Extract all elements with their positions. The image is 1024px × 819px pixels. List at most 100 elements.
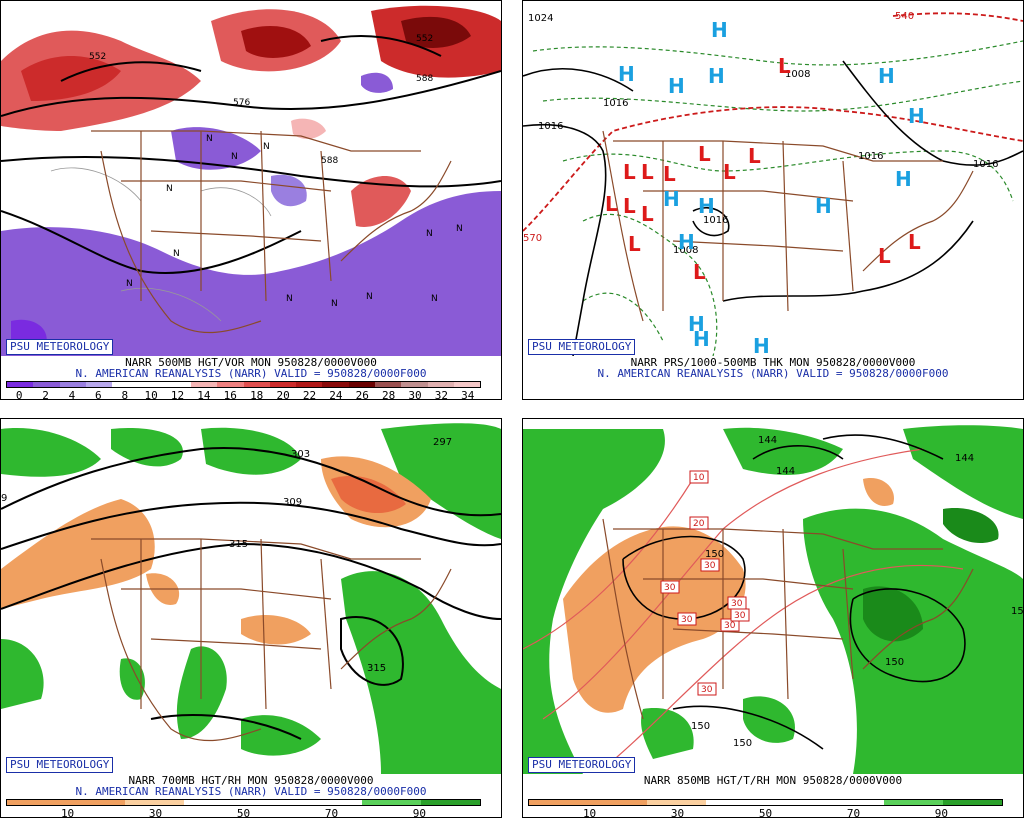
map-500mb: 552 576 588 588 552 N N N N N N N N N N N N (1, 1, 501, 356)
svg-text:H: H (895, 167, 912, 191)
colorbar-swatch (420, 800, 480, 805)
political-boundaries (91, 538, 452, 742)
contour-label: 588 (321, 156, 338, 166)
negative-vorticity-region (271, 174, 307, 207)
colorbar-tick-label: 20 (276, 389, 290, 400)
colorbar-swatch (374, 382, 402, 387)
temperature-label: 30 (664, 583, 676, 593)
svg-text:N: N (431, 294, 438, 304)
colorbar-swatch (217, 382, 244, 387)
vorticity-max-core (241, 26, 311, 58)
colorbar-tick-label: 16 (223, 389, 237, 400)
colorbar-tick-label: 30 (148, 807, 163, 818)
colorbar (528, 799, 1003, 806)
contour-label: 552 (89, 52, 106, 62)
svg-text:N: N (206, 134, 213, 144)
isobar-labels: 1024 1016 1016 1016 1008 1016 1008 1016 … (523, 11, 998, 256)
svg-text:H: H (678, 230, 695, 254)
svg-text:N: N (366, 292, 373, 302)
svg-text:L: L (623, 160, 636, 184)
contour-label: 297 (433, 437, 452, 448)
colorbar (6, 381, 481, 388)
temperature-label: 30 (704, 561, 716, 571)
colorbar-swatch (112, 382, 139, 387)
colorbar-swatch (296, 382, 323, 387)
svg-text:L: L (698, 142, 711, 166)
svg-text:L: L (628, 232, 641, 256)
thickness-label: 570 (523, 233, 542, 244)
contour-label: 150 (733, 738, 752, 749)
vorticity-max-core (401, 16, 471, 48)
psu-meteorology-badge: PSU METEOROLOGY (528, 757, 636, 773)
temperature-label: 30 (681, 615, 693, 625)
temperature-label: 10 (693, 473, 705, 483)
panel-subtitle: N. AMERICAN REANALYSIS (NARR) VALID = 95… (75, 785, 427, 798)
contour-label: 552 (416, 34, 433, 44)
colorbar-swatch (588, 800, 648, 805)
colorbar-swatch (125, 800, 185, 805)
negative-vorticity-region (171, 127, 261, 170)
colorbar-tick-label: 10 (582, 807, 597, 818)
panel-700mb-rh: 303 309 315 315 297 9 PSU METEOROLOGY NA… (0, 418, 502, 818)
colorbar-tick-label: 50 (236, 807, 251, 818)
colorbar-swatch (164, 382, 191, 387)
colorbar-tick-label: 10 (60, 807, 75, 818)
svg-text:H: H (618, 62, 635, 86)
political-boundaries (91, 130, 452, 334)
panel-subtitle: N. AMERICAN REANALYSIS (NARR) VALID = 95… (597, 367, 949, 380)
colorbar-ticks: 10 30 50 70 90 (528, 807, 1003, 818)
svg-text:H: H (688, 312, 705, 336)
colorbar-swatch (348, 382, 375, 387)
map-700mb: 303 309 315 315 297 9 (1, 419, 501, 774)
negative-vorticity-region (1, 191, 501, 356)
contour-label: 150 (705, 549, 724, 560)
height-labels: 303 309 315 315 297 9 (1, 437, 452, 674)
colorbar-tick-label: 22 (302, 389, 317, 400)
colorbar-tick-label: 12 (170, 389, 185, 400)
panel-title: NARR 700MB HGT/RH MON 950828/0000V000 (128, 774, 374, 787)
colorbar-tick-label: 32 (434, 389, 449, 400)
temperature-label: 30 (731, 599, 743, 609)
psu-meteorology-badge: PSU METEOROLOGY (6, 339, 114, 355)
colorbar-swatch (138, 382, 165, 387)
svg-text:N: N (126, 279, 133, 289)
colorbar-tick-label: 24 (329, 389, 343, 400)
contour-label: 588 (416, 74, 433, 84)
panel-title: NARR 850MB HGT/T/RH MON 950828/0000V000 (643, 774, 903, 787)
colorbar-swatch (59, 382, 86, 387)
contour-label: 15 (1011, 606, 1023, 617)
colorbar-swatch (401, 382, 428, 387)
colorbar-swatch (66, 800, 126, 805)
svg-text:H: H (693, 327, 710, 351)
colorbar-tick-label: 2 (42, 389, 49, 400)
thickness-label: 540 (895, 11, 914, 22)
colorbar-swatch (7, 800, 67, 805)
high-rh-regions (523, 425, 1023, 774)
svg-text:N: N (331, 299, 338, 309)
contour-label: 9 (1, 493, 7, 504)
isobars (523, 60, 1023, 356)
svg-text:L: L (641, 160, 654, 184)
isobar-label: 1016 (858, 151, 883, 162)
contour-label: 309 (283, 497, 302, 508)
colorbar-swatch (883, 800, 943, 805)
colorbar-swatch (302, 800, 362, 805)
colorbar-ticks: 0 2 4 6 8 10 12 14 16 18 20 22 24 26 28 30 32 34 (6, 389, 481, 400)
negative-vorticity-region (361, 72, 393, 93)
vorticity-weak-region (291, 118, 326, 139)
svg-text:N: N (231, 152, 238, 162)
colorbar-tick-label: 4 (68, 389, 76, 400)
colorbar-tick-label: 30 (408, 389, 422, 400)
colorbar-tick-label: 90 (934, 807, 949, 818)
colorbar-ticks: 10 30 50 70 90 (6, 807, 481, 818)
colorbar-swatch (647, 800, 707, 805)
panel-500mb-vorticity: 552 576 588 588 552 N N N N N N N N N N N N PSU … (0, 0, 502, 400)
isobar-label: 1016 (603, 98, 628, 109)
contour-label: 315 (229, 539, 248, 550)
height-contours (1, 35, 501, 274)
svg-text:N: N (426, 229, 433, 239)
svg-text:H: H (663, 187, 680, 211)
svg-text:N: N (456, 224, 463, 234)
isobar-label: 1016 (538, 121, 563, 132)
